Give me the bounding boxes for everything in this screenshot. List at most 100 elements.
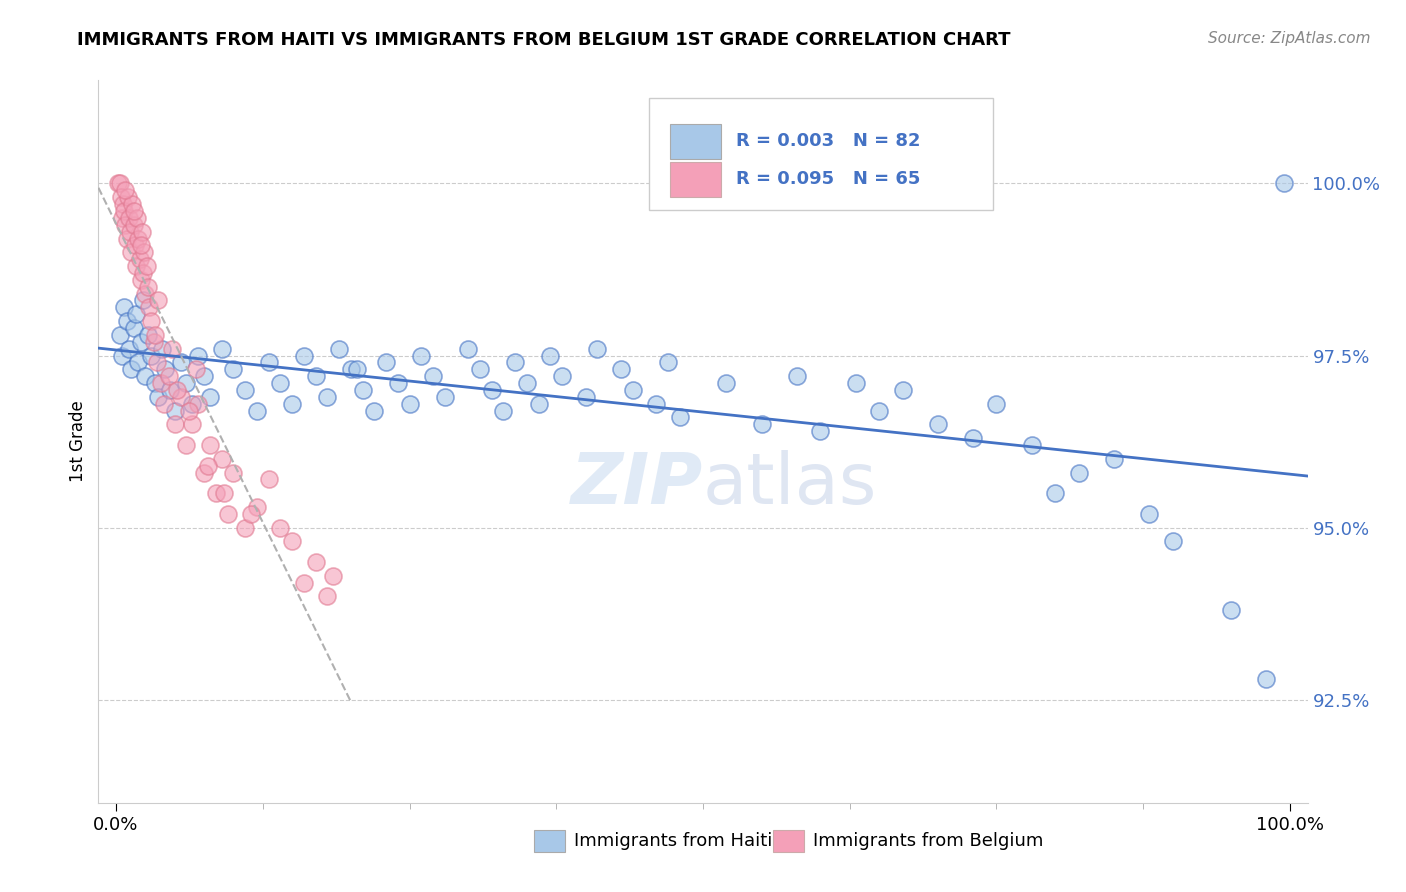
Text: Source: ZipAtlas.com: Source: ZipAtlas.com <box>1208 31 1371 46</box>
Point <box>177 403 200 417</box>
Point <box>111 349 134 363</box>
Point <box>184 362 207 376</box>
Point <box>375 355 398 369</box>
Text: R = 0.003   N = 82: R = 0.003 N = 82 <box>735 132 920 150</box>
Point <box>198 390 221 404</box>
Point <box>107 177 129 191</box>
Point <box>143 376 166 390</box>
Point <box>292 575 315 590</box>
Point <box>115 231 138 245</box>
Point <box>146 355 169 369</box>
Point <box>129 238 152 252</box>
Point <box>124 238 146 252</box>
Point <box>120 225 142 239</box>
Point <box>122 321 145 335</box>
Point <box>122 218 145 232</box>
Point <box>143 327 166 342</box>
Point <box>316 390 339 404</box>
Point <box>387 376 409 390</box>
Point <box>193 466 215 480</box>
Point <box>1102 451 1125 466</box>
Point <box>129 273 152 287</box>
Point <box>292 349 315 363</box>
Point <box>187 349 209 363</box>
Text: R = 0.095   N = 65: R = 0.095 N = 65 <box>735 170 920 188</box>
Text: IMMIGRANTS FROM HAITI VS IMMIGRANTS FROM BELGIUM 1ST GRADE CORRELATION CHART: IMMIGRANTS FROM HAITI VS IMMIGRANTS FROM… <box>77 31 1011 49</box>
Point <box>411 349 433 363</box>
Point <box>586 342 609 356</box>
Point <box>118 211 141 225</box>
Point <box>304 555 326 569</box>
FancyBboxPatch shape <box>648 98 993 211</box>
Text: Immigrants from Belgium: Immigrants from Belgium <box>813 832 1043 850</box>
Point <box>233 383 256 397</box>
Point <box>115 314 138 328</box>
Point <box>492 403 515 417</box>
Point <box>503 355 526 369</box>
Point <box>398 397 420 411</box>
Point <box>891 383 914 397</box>
Point <box>363 403 385 417</box>
Point <box>127 211 149 225</box>
Point <box>222 466 245 480</box>
Point <box>198 438 221 452</box>
Point <box>240 507 263 521</box>
Point <box>751 417 773 432</box>
Point <box>962 431 984 445</box>
Point <box>281 534 304 549</box>
Point <box>246 500 269 514</box>
Point <box>621 383 644 397</box>
Text: atlas: atlas <box>703 450 877 519</box>
Point <box>120 362 142 376</box>
Point <box>129 334 152 349</box>
Point <box>233 520 256 534</box>
Point <box>352 383 374 397</box>
Point <box>136 279 159 293</box>
Point <box>346 362 368 376</box>
Point <box>118 342 141 356</box>
Point <box>120 245 142 260</box>
Point <box>163 417 186 432</box>
Point <box>269 520 291 534</box>
Point <box>122 204 145 219</box>
Point <box>246 403 269 417</box>
Point <box>211 342 233 356</box>
Point <box>108 177 131 191</box>
Point <box>322 568 344 582</box>
Point <box>114 183 136 197</box>
Point <box>422 369 444 384</box>
Point <box>132 266 155 280</box>
Point <box>187 397 209 411</box>
Point <box>134 286 156 301</box>
Point <box>125 259 148 273</box>
Point <box>257 355 280 369</box>
Point <box>927 417 949 432</box>
Point <box>155 362 177 376</box>
Point <box>141 349 163 363</box>
Point <box>668 410 690 425</box>
Point <box>181 417 204 432</box>
Point <box>808 424 831 438</box>
Point <box>1137 507 1160 521</box>
Point <box>128 252 150 267</box>
Point <box>204 486 226 500</box>
Point <box>150 342 173 356</box>
Point <box>212 486 235 500</box>
Point <box>786 369 808 384</box>
Point <box>163 403 186 417</box>
Point <box>1043 486 1066 500</box>
Point <box>148 390 170 404</box>
Point <box>176 438 198 452</box>
Point <box>148 293 170 308</box>
Point <box>433 390 456 404</box>
Point <box>125 307 148 321</box>
Point <box>117 190 139 204</box>
Point <box>481 383 503 397</box>
Point <box>132 293 155 308</box>
Point <box>162 342 184 356</box>
Point <box>136 327 159 342</box>
Point <box>181 397 204 411</box>
Y-axis label: 1st Grade: 1st Grade <box>69 401 87 483</box>
Point <box>468 362 491 376</box>
Point <box>222 362 245 376</box>
